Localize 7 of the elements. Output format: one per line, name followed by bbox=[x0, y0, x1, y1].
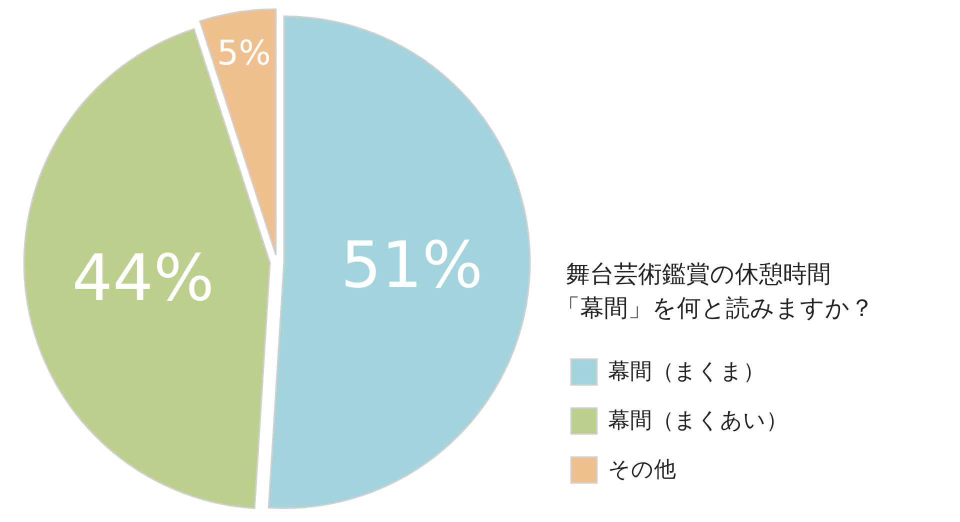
data-label: 51% bbox=[340, 229, 483, 304]
legend-label: 幕間（まくま） bbox=[608, 360, 765, 384]
data-label: 44% bbox=[72, 242, 214, 316]
legend-label: その他 bbox=[608, 458, 676, 482]
text: 舞台芸術鑑賞の休憩時間「幕間」を何と読みますか？ bbox=[556, 260, 874, 322]
data-label: 5% bbox=[216, 33, 271, 74]
legend-label: 幕間（まくあい） bbox=[608, 408, 788, 434]
